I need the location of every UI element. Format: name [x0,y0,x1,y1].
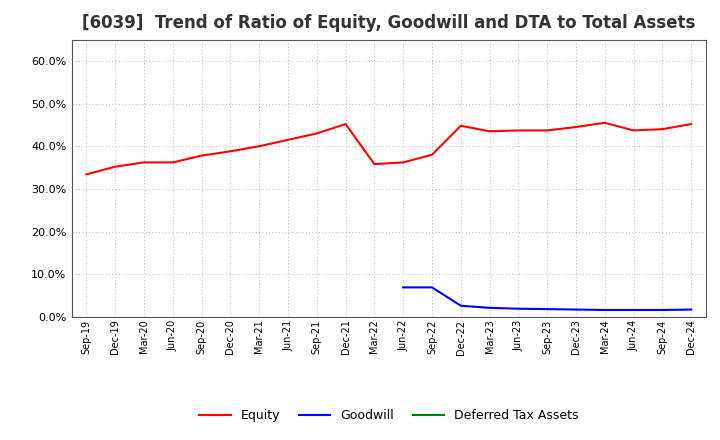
Equity [168,160,177,165]
Equity [82,172,91,177]
Legend: Equity, Goodwill, Deferred Tax Assets: Equity, Goodwill, Deferred Tax Assets [194,404,583,427]
Equity [456,123,465,128]
Line: Equity: Equity [86,123,691,174]
Equity [111,164,120,169]
Equity [572,125,580,130]
Equity [284,137,292,143]
Goodwill [600,307,609,312]
Title: [6039]  Trend of Ratio of Equity, Goodwill and DTA to Total Assets: [6039] Trend of Ratio of Equity, Goodwil… [82,15,696,33]
Equity [399,160,408,165]
Equity [370,161,379,167]
Equity [600,120,609,125]
Equity [341,121,350,127]
Equity [629,128,638,133]
Goodwill [514,306,523,312]
Goodwill [428,285,436,290]
Line: Goodwill: Goodwill [403,287,691,310]
Goodwill [629,307,638,312]
Equity [312,131,321,136]
Equity [140,160,148,165]
Goodwill [658,307,667,312]
Equity [658,127,667,132]
Equity [687,121,696,127]
Goodwill [456,303,465,308]
Goodwill [687,307,696,312]
Equity [543,128,552,133]
Equity [197,153,206,158]
Equity [255,143,264,149]
Goodwill [399,285,408,290]
Equity [514,128,523,133]
Equity [226,149,235,154]
Goodwill [543,307,552,312]
Goodwill [572,307,580,312]
Equity [428,152,436,158]
Equity [485,128,494,134]
Goodwill [485,305,494,311]
